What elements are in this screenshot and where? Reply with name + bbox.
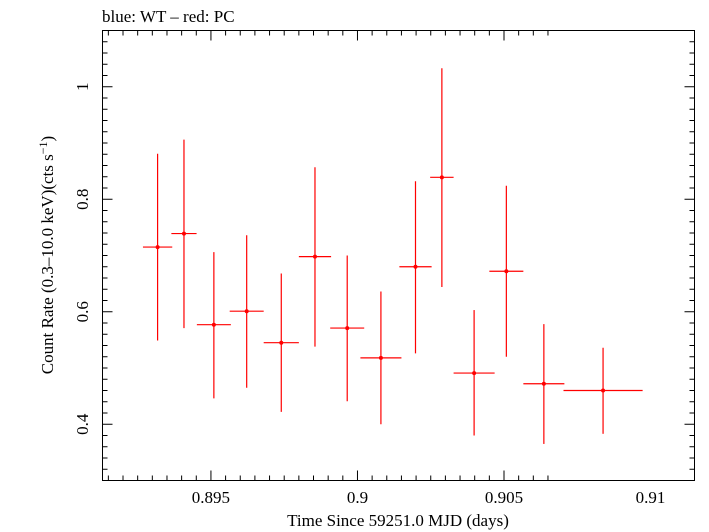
x-axis-ticks: 0.895 0.9 0.905 0.91 [107, 30, 666, 507]
x-tick-label: 0.895 [192, 488, 230, 507]
chart-title: blue: WT – red: PC [102, 7, 235, 26]
y-axis-label-sup: −1 [36, 141, 50, 154]
point-marker [472, 371, 477, 376]
plot-frame [102, 30, 695, 481]
point-marker [279, 340, 284, 345]
x-tick-label: 0.9 [347, 488, 368, 507]
y-tick-label: 1 [73, 83, 92, 92]
data-point [263, 273, 299, 412]
point-marker [211, 322, 216, 327]
data-point [430, 68, 454, 287]
data-point [229, 235, 264, 388]
y-axis-ticks: 0.4 0.6 0.8 1 [73, 30, 695, 481]
y-axis-label-end: ) [38, 136, 57, 142]
data-point [563, 347, 643, 434]
point-marker [601, 388, 606, 393]
data-point [171, 139, 197, 329]
point-marker [181, 231, 186, 236]
y-tick-label: 0.4 [73, 413, 92, 435]
point-marker [312, 254, 317, 259]
point-marker [378, 355, 383, 360]
data-point [489, 185, 524, 357]
data-point [399, 181, 432, 354]
point-marker [244, 309, 249, 314]
y-axis-label: Count Rate (0.3–10.0 keV)(cts s−1) [36, 136, 57, 374]
point-marker [413, 264, 418, 269]
y-tick-label: 0.8 [73, 189, 92, 210]
data-point [330, 255, 365, 402]
x-tick-label: 0.905 [485, 488, 523, 507]
y-tick-label: 0.6 [73, 301, 92, 322]
data-point [142, 153, 173, 341]
point-marker [504, 269, 509, 274]
point-marker [541, 381, 546, 386]
data-point [298, 167, 332, 347]
point-marker [155, 245, 160, 250]
data-point [523, 324, 565, 444]
y-axis-label-main: Count Rate (0.3–10.0 keV)(cts s [38, 154, 57, 374]
data-points [142, 68, 643, 444]
data-point [196, 252, 231, 399]
data-point [360, 291, 402, 425]
data-point [453, 310, 495, 436]
x-axis-label: Time Since 59251.0 MJD (days) [287, 511, 509, 530]
x-tick-label: 0.91 [636, 488, 666, 507]
point-marker [345, 326, 350, 331]
point-marker [439, 175, 444, 180]
